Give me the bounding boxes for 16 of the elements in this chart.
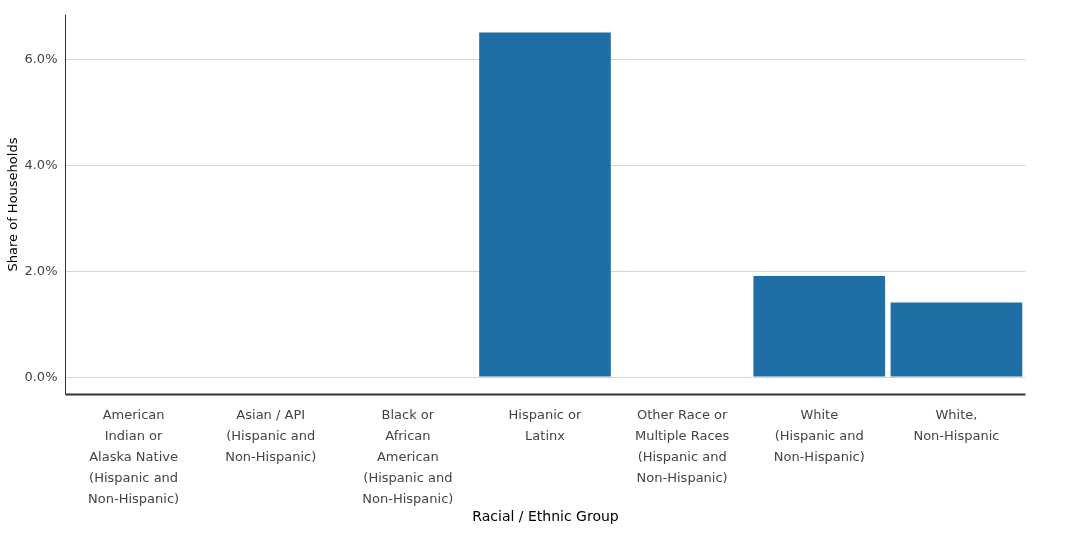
x-tick-label: Black or African American (Hispanic and Non-Hispanic) <box>362 406 454 506</box>
x-axis-title: Racial / Ethnic Group <box>472 507 619 524</box>
bar <box>479 32 611 377</box>
y-tick-label: 0.0% <box>24 369 58 385</box>
y-tick-label: 2.0% <box>24 263 58 279</box>
y-tick-label: 6.0% <box>24 51 58 67</box>
x-tick-label: Asian / API (Hispanic and Non-Hispanic) <box>225 406 317 464</box>
bar <box>890 302 1023 377</box>
bar <box>753 275 886 377</box>
y-axis-title: Share of Households <box>5 137 21 272</box>
y-tick-label: 4.0% <box>24 157 58 173</box>
x-tick-label: White, Non-Hispanic <box>913 406 1000 443</box>
x-tick-label: White (Hispanic and Non-Hispanic) <box>773 406 865 464</box>
x-tick-label: Other Race or Multiple Races (Hispanic and Non-Hispanic) <box>634 406 730 485</box>
x-tick-label: American Indian or Alaska Native (Hispanic and Non-Hispanic) <box>88 406 180 506</box>
x-tick-label: Hispanic or Latinx <box>508 406 583 443</box>
